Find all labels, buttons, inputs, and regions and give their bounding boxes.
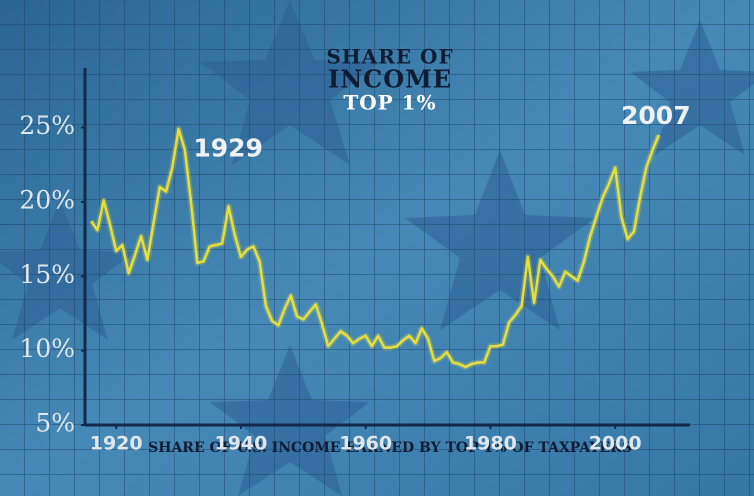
x-tick-label: 1980 <box>464 433 517 455</box>
x-tick-label: 1920 <box>90 433 143 455</box>
y-tick-label: 5% <box>35 409 75 438</box>
chart-title: SHARE OF <box>326 45 453 69</box>
chart-title: TOP 1% <box>343 91 436 115</box>
annotation: 2007 <box>621 101 691 130</box>
y-tick-label: 20% <box>19 185 75 214</box>
annotation: 1929 <box>193 134 263 163</box>
y-tick-label: 25% <box>19 111 75 140</box>
x-tick-label: 1960 <box>339 433 392 455</box>
x-tick-label: 2000 <box>589 433 642 455</box>
y-tick-label: 15% <box>19 260 75 289</box>
series-line <box>90 127 660 369</box>
chart-title: INCOME <box>328 65 452 94</box>
x-axis-label: SHARE OF U.S. INCOME EARNED BY TOP 1% OF… <box>148 440 632 456</box>
x-tick-label: 1940 <box>214 433 267 455</box>
y-tick-label: 10% <box>19 334 75 363</box>
